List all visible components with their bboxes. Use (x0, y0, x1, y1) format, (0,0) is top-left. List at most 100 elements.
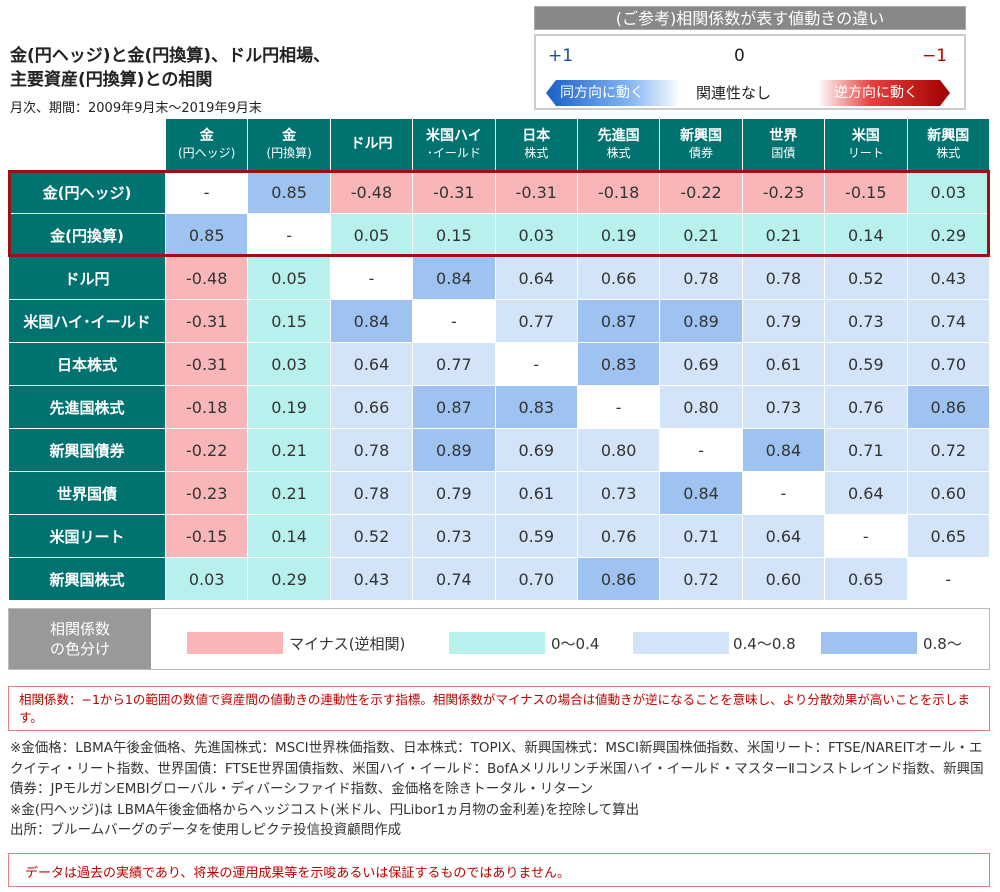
heatmap-cell: 0.87 (576, 299, 661, 343)
heatmap-cell: 0.84 (741, 428, 826, 472)
legend-swatch-mid (633, 632, 729, 654)
column-header-line-1: 世界 (769, 127, 798, 144)
heatmap-cell: - (329, 256, 414, 300)
heatmap-cell: - (906, 557, 991, 601)
heatmap-cell: -0.15 (824, 170, 908, 214)
column-header: ドル円 (329, 118, 414, 171)
column-header: 米国ハイ ･イールド (412, 118, 496, 171)
heatmap-cell: 0.65 (906, 514, 991, 558)
heatmap-cell: 0.73 (741, 385, 826, 429)
row-header: 新興国株式 (8, 557, 166, 601)
heatmap-cell: 0.69 (494, 428, 578, 472)
legend-title-line-2: の色分け (49, 640, 110, 658)
heatmap-cell: 0.77 (494, 299, 578, 343)
heatmap-cell: 0.84 (412, 256, 496, 300)
heatmap-cell: 0.64 (824, 471, 908, 515)
heatmap-cell: 0.84 (659, 471, 743, 515)
heatmap-cell: 0.89 (659, 299, 743, 343)
heatmap-cell: 0.80 (576, 428, 661, 472)
column-header: 金 (円換算) (247, 118, 331, 171)
heatmap-cell: 0.85 (247, 170, 331, 214)
note-source: 出所：ブルームバーグのデータを使用しピクテ投信投資顧問作成 (10, 822, 402, 838)
row-header: 金(円換算) (8, 213, 166, 257)
column-header-line-1: 金 (282, 127, 297, 144)
heatmap-cell: 0.69 (659, 342, 743, 386)
heatmap-cell: 0.74 (906, 299, 991, 343)
column-header: 日本 株式 (494, 118, 578, 171)
heatmap-cell: 0.66 (576, 256, 661, 300)
table-row: 新興国株式 0.03 0.29 0.43 0.74 0.70 0.86 0.72 0.60 0.6… (8, 557, 991, 601)
heatmap-cell: -0.31 (494, 170, 578, 214)
heatmap-cell: - (576, 385, 661, 429)
heatmap-cell: 0.78 (329, 428, 414, 472)
column-header-line-1: 米国ハイ (426, 127, 482, 144)
title-line-2: 主要資産(円換算)との相関 (10, 70, 213, 90)
heatmap-cell: 0.77 (412, 342, 496, 386)
heatmap-cell: 0.78 (659, 256, 743, 300)
heatmap-cell: 0.84 (329, 299, 414, 343)
row-header: 米国ハイ･イールド (8, 299, 166, 343)
column-header: 新興国 株式 (906, 118, 991, 171)
column-header-line-2: 株式 (936, 145, 961, 160)
table-row: 先進国株式 -0.18 0.19 0.66 0.87 0.83-0.80 0.73 0.76 0… (8, 385, 991, 429)
heatmap-cell: 0.71 (659, 514, 743, 558)
column-header-line-1: ドル円 (350, 136, 393, 152)
heatmap-cell: 0.76 (824, 385, 908, 429)
heatmap-cell: -0.48 (329, 170, 414, 214)
heatmap-cell: 0.21 (247, 471, 331, 515)
heatmap-cell: 0.86 (906, 385, 991, 429)
heatmap-cell: 0.76 (576, 514, 661, 558)
heatmap-cell: -0.15 (164, 514, 249, 558)
heatmap-cell: 0.70 (906, 342, 991, 386)
heatmap-cell: -0.23 (164, 471, 249, 515)
definition-note: 相関係数：−1から1の範囲の数値で資産間の値動きの連動性を示す指標。相関係数がマ… (8, 686, 990, 731)
row-header: 新興国債券 (8, 428, 166, 472)
period-label: 月次、期間：2009年9月末～2019年9月末 (10, 101, 262, 116)
column-header-line-2: 株式 (524, 145, 549, 160)
minus-one-label: −1 (922, 46, 948, 66)
heatmap-cell: 0.79 (412, 471, 496, 515)
legend-label-negative: マイナス(逆相関) (289, 635, 406, 653)
column-header-line-2: 株式 (606, 145, 631, 160)
source-notes: ※金価格：LBMA午後金価格、先進国株式：MSCI世界株価指数、日本株式：TOP… (10, 738, 995, 841)
heatmap-cell: 0.21 (741, 213, 826, 257)
heatmap-cell: -0.18 (576, 170, 661, 214)
heatmap-cell: 0.21 (247, 428, 331, 472)
reference-box: +1 0 −1 同方向に動く 関連性なし 逆方向に動く (534, 34, 966, 110)
heatmap-cell: 0.64 (494, 256, 578, 300)
heatmap-cell: 0.14 (247, 514, 331, 558)
heatmap-cell: 0.73 (412, 514, 496, 558)
column-header: 先進国 株式 (576, 118, 661, 171)
column-header-line-2: 国債 (771, 145, 796, 160)
heatmap-cell: -0.22 (164, 428, 249, 472)
column-header-line-1: 金 (199, 127, 214, 144)
column-header: 新興国 債券 (659, 118, 743, 171)
no-correlation-label: 関連性なし (696, 84, 772, 102)
heatmap-cell: 0.19 (576, 213, 661, 257)
heatmap-cell: 0.61 (494, 471, 578, 515)
heatmap-cell: 0.43 (329, 557, 414, 601)
column-header-line-1: 米国 (851, 127, 880, 144)
heatmap-cell: 0.64 (741, 514, 826, 558)
plus-one-label: +1 (548, 46, 574, 66)
heatmap-cell: -0.31 (412, 170, 496, 214)
legend-label-high: 0.8～ (923, 635, 962, 653)
heatmap-cell: 0.86 (576, 557, 661, 601)
heatmap-cell: 0.65 (824, 557, 908, 601)
heatmap-cell: -0.31 (164, 342, 249, 386)
heatmap-cell: 0.72 (659, 557, 743, 601)
heatmap-cell: 0.03 (906, 170, 991, 214)
column-header-line-2: 債券 (689, 145, 714, 160)
heatmap-cell: -0.48 (164, 256, 249, 300)
row-header: ドル円 (8, 256, 166, 300)
column-header-line-1: 日本 (522, 127, 551, 144)
row-header: 先進国株式 (8, 385, 166, 429)
heatmap-cell: 0.29 (906, 213, 991, 257)
heatmap-cell: 0.73 (576, 471, 661, 515)
heatmap-cell: -0.22 (659, 170, 743, 214)
table-row: 金(円換算) 0.85-0.05 0.15 0.03 0.19 0.21 0.21 0.14 0… (8, 213, 991, 257)
legend-label-low: 0～0.4 (551, 635, 600, 653)
table-row: 世界国債 -0.23 0.21 0.78 0.79 0.61 0.73 0.84-0.64 0.… (8, 471, 991, 515)
heatmap-cell: 0.89 (412, 428, 496, 472)
heatmap-cell: 0.78 (741, 256, 826, 300)
